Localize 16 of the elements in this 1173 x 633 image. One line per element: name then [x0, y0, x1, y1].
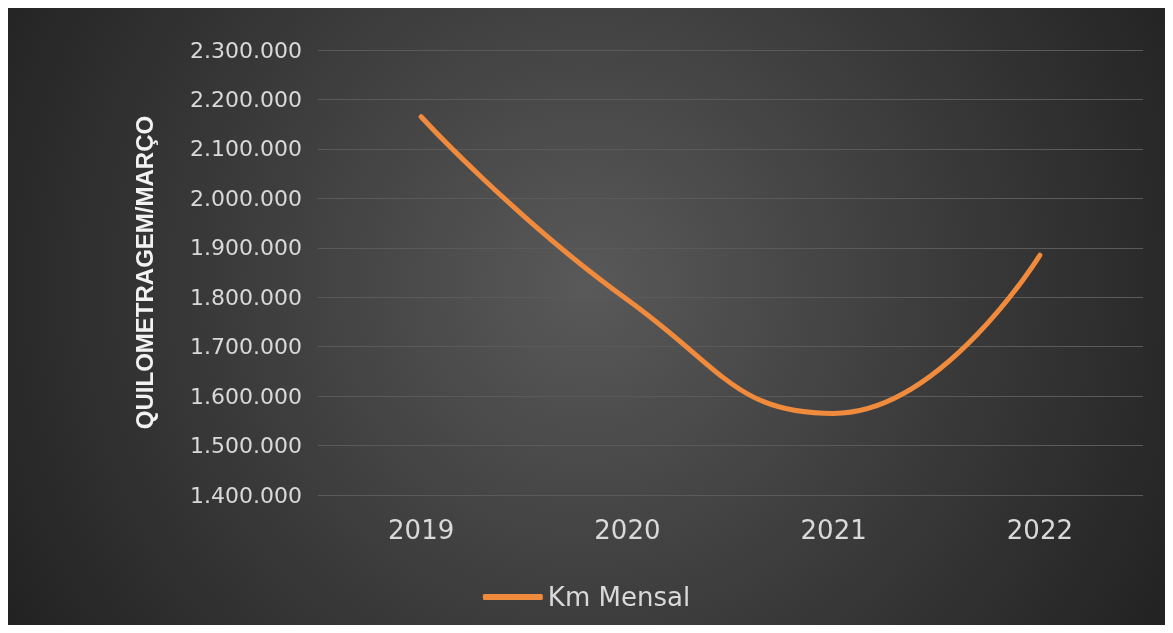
- x-tick-label: 2020: [594, 515, 661, 545]
- legend-label: Km Mensal: [547, 582, 691, 612]
- y-axis-title: QUILOMETRAGEM/MARÇO: [130, 115, 158, 430]
- y-tick-label: 1.800.000: [190, 284, 302, 310]
- y-tick-label: 1.600.000: [190, 383, 302, 409]
- y-tick-label: 1.400.000: [190, 482, 302, 508]
- y-tick-label: 1.700.000: [190, 334, 302, 360]
- y-tick-label: 2.200.000: [190, 86, 302, 112]
- y-tick-label: 1.900.000: [190, 235, 302, 261]
- y-tick-label: 2.000.000: [190, 185, 302, 211]
- y-tick-label: 2.300.000: [190, 37, 302, 63]
- x-tick-label: 2021: [800, 515, 867, 545]
- y-tick-label: 2.100.000: [190, 136, 302, 162]
- x-tick-label: 2022: [1006, 515, 1073, 545]
- y-tick-label: 1.500.000: [190, 433, 302, 459]
- x-tick-label: 2019: [388, 515, 455, 545]
